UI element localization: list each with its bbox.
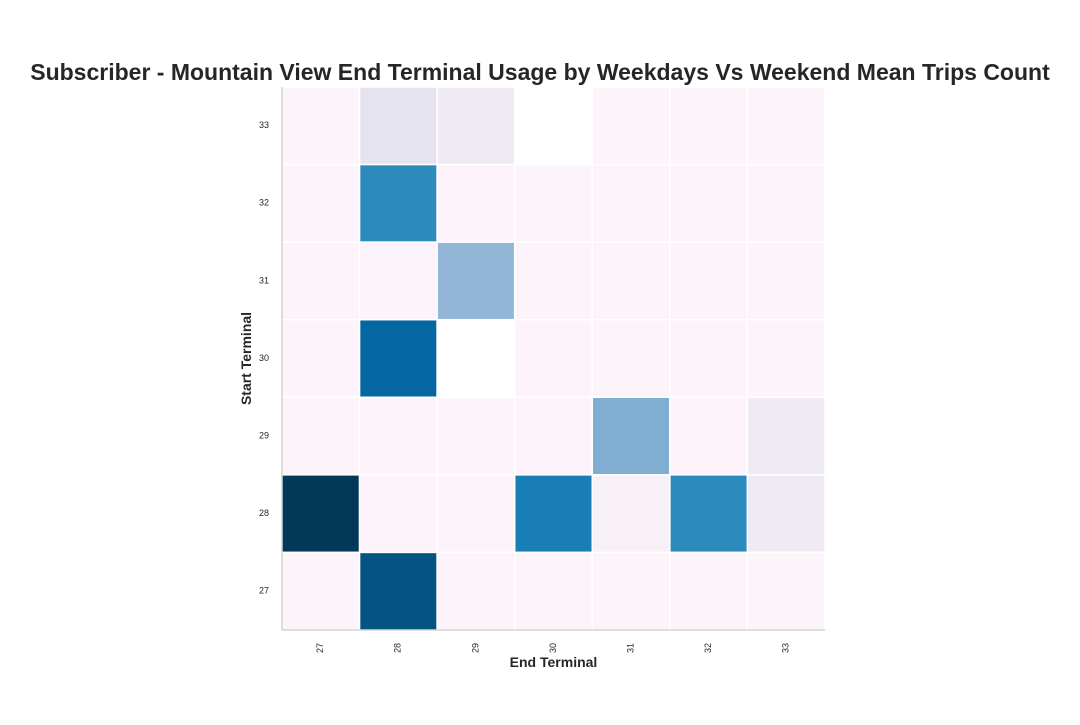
y-tick-label: 33 [259, 120, 269, 130]
heatmap-cell [281, 551, 361, 631]
heatmap-cell [358, 318, 438, 399]
heatmap-cell [436, 318, 516, 399]
heatmap-cell [591, 474, 671, 554]
heatmap-cell [281, 474, 361, 554]
heatmap-cell [281, 396, 361, 476]
heatmap-cell [513, 474, 594, 554]
heatmap-cell [436, 241, 516, 321]
heatmap-cell [436, 474, 516, 554]
x-tick-label: 30 [548, 643, 558, 653]
heatmap-cell [358, 551, 438, 631]
heatmap-cell [281, 318, 361, 399]
heatmap-cell [746, 163, 826, 243]
heatmap-cell [513, 551, 594, 631]
y-tick-label: 28 [259, 508, 269, 518]
heatmap-cell [669, 474, 749, 554]
heatmap-cell [591, 396, 671, 476]
heatmap-cell [436, 163, 516, 243]
y-axis-label: Start Terminal [238, 312, 254, 405]
heatmap-cell [436, 551, 516, 631]
heatmap-cell [591, 551, 671, 631]
heatmap-cell [513, 163, 594, 243]
heatmap-cell [358, 396, 438, 476]
heatmap-cell [591, 163, 671, 243]
heatmap-cell [513, 86, 594, 166]
x-tick-label: 27 [315, 643, 325, 653]
heatmap-cell [746, 474, 826, 554]
heatmap-cell [281, 163, 361, 243]
heatmap-cell [358, 241, 438, 321]
y-tick-label: 31 [259, 275, 269, 285]
heatmap-cell [669, 396, 749, 476]
chart-title: Subscriber - Mountain View End Terminal … [30, 59, 1050, 85]
heatmap-cell [746, 551, 826, 631]
heatmap-cell [746, 318, 826, 399]
heatmap-cell [746, 396, 826, 476]
heatmap-cell [669, 551, 749, 631]
y-tick-label: 30 [259, 353, 269, 363]
x-tick-label: 28 [393, 643, 403, 653]
heatmap-cell [669, 163, 749, 243]
heatmap-cell [358, 163, 438, 243]
heatmap-cell [436, 396, 516, 476]
heatmap-cell [669, 86, 749, 166]
heatmap-cell [746, 241, 826, 321]
heatmap-cell [358, 86, 438, 166]
x-axis-label: End Terminal [510, 654, 598, 670]
y-tick-label: 29 [259, 430, 269, 440]
x-tick-label: 29 [470, 643, 480, 653]
heatmap-cell [358, 474, 438, 554]
y-tick-label: 27 [259, 586, 269, 596]
x-tick-label: 31 [625, 643, 635, 653]
x-tick-label: 32 [703, 643, 713, 653]
heatmap-cell [281, 86, 361, 166]
heatmap-cell [513, 318, 594, 399]
heatmap-cell [591, 86, 671, 166]
heatmap-axes [281, 87, 825, 631]
heatmap-cells [281, 86, 826, 631]
heatmap-cell [591, 241, 671, 321]
heatmap-cell [436, 86, 516, 166]
heatmap-cell [513, 396, 594, 476]
heatmap-cell [746, 86, 826, 166]
x-tick-labels: 27 28 29 30 31 32 33 [315, 643, 790, 653]
heatmap-cell [591, 318, 671, 399]
heatmap-cell [669, 241, 749, 321]
y-tick-labels: 33 32 31 30 29 28 27 [259, 120, 269, 595]
heatmap-cell [669, 318, 749, 399]
y-tick-label: 32 [259, 198, 269, 208]
x-tick-label: 33 [781, 643, 791, 653]
heatmap-cell [513, 241, 594, 321]
heatmap-cell [281, 241, 361, 321]
